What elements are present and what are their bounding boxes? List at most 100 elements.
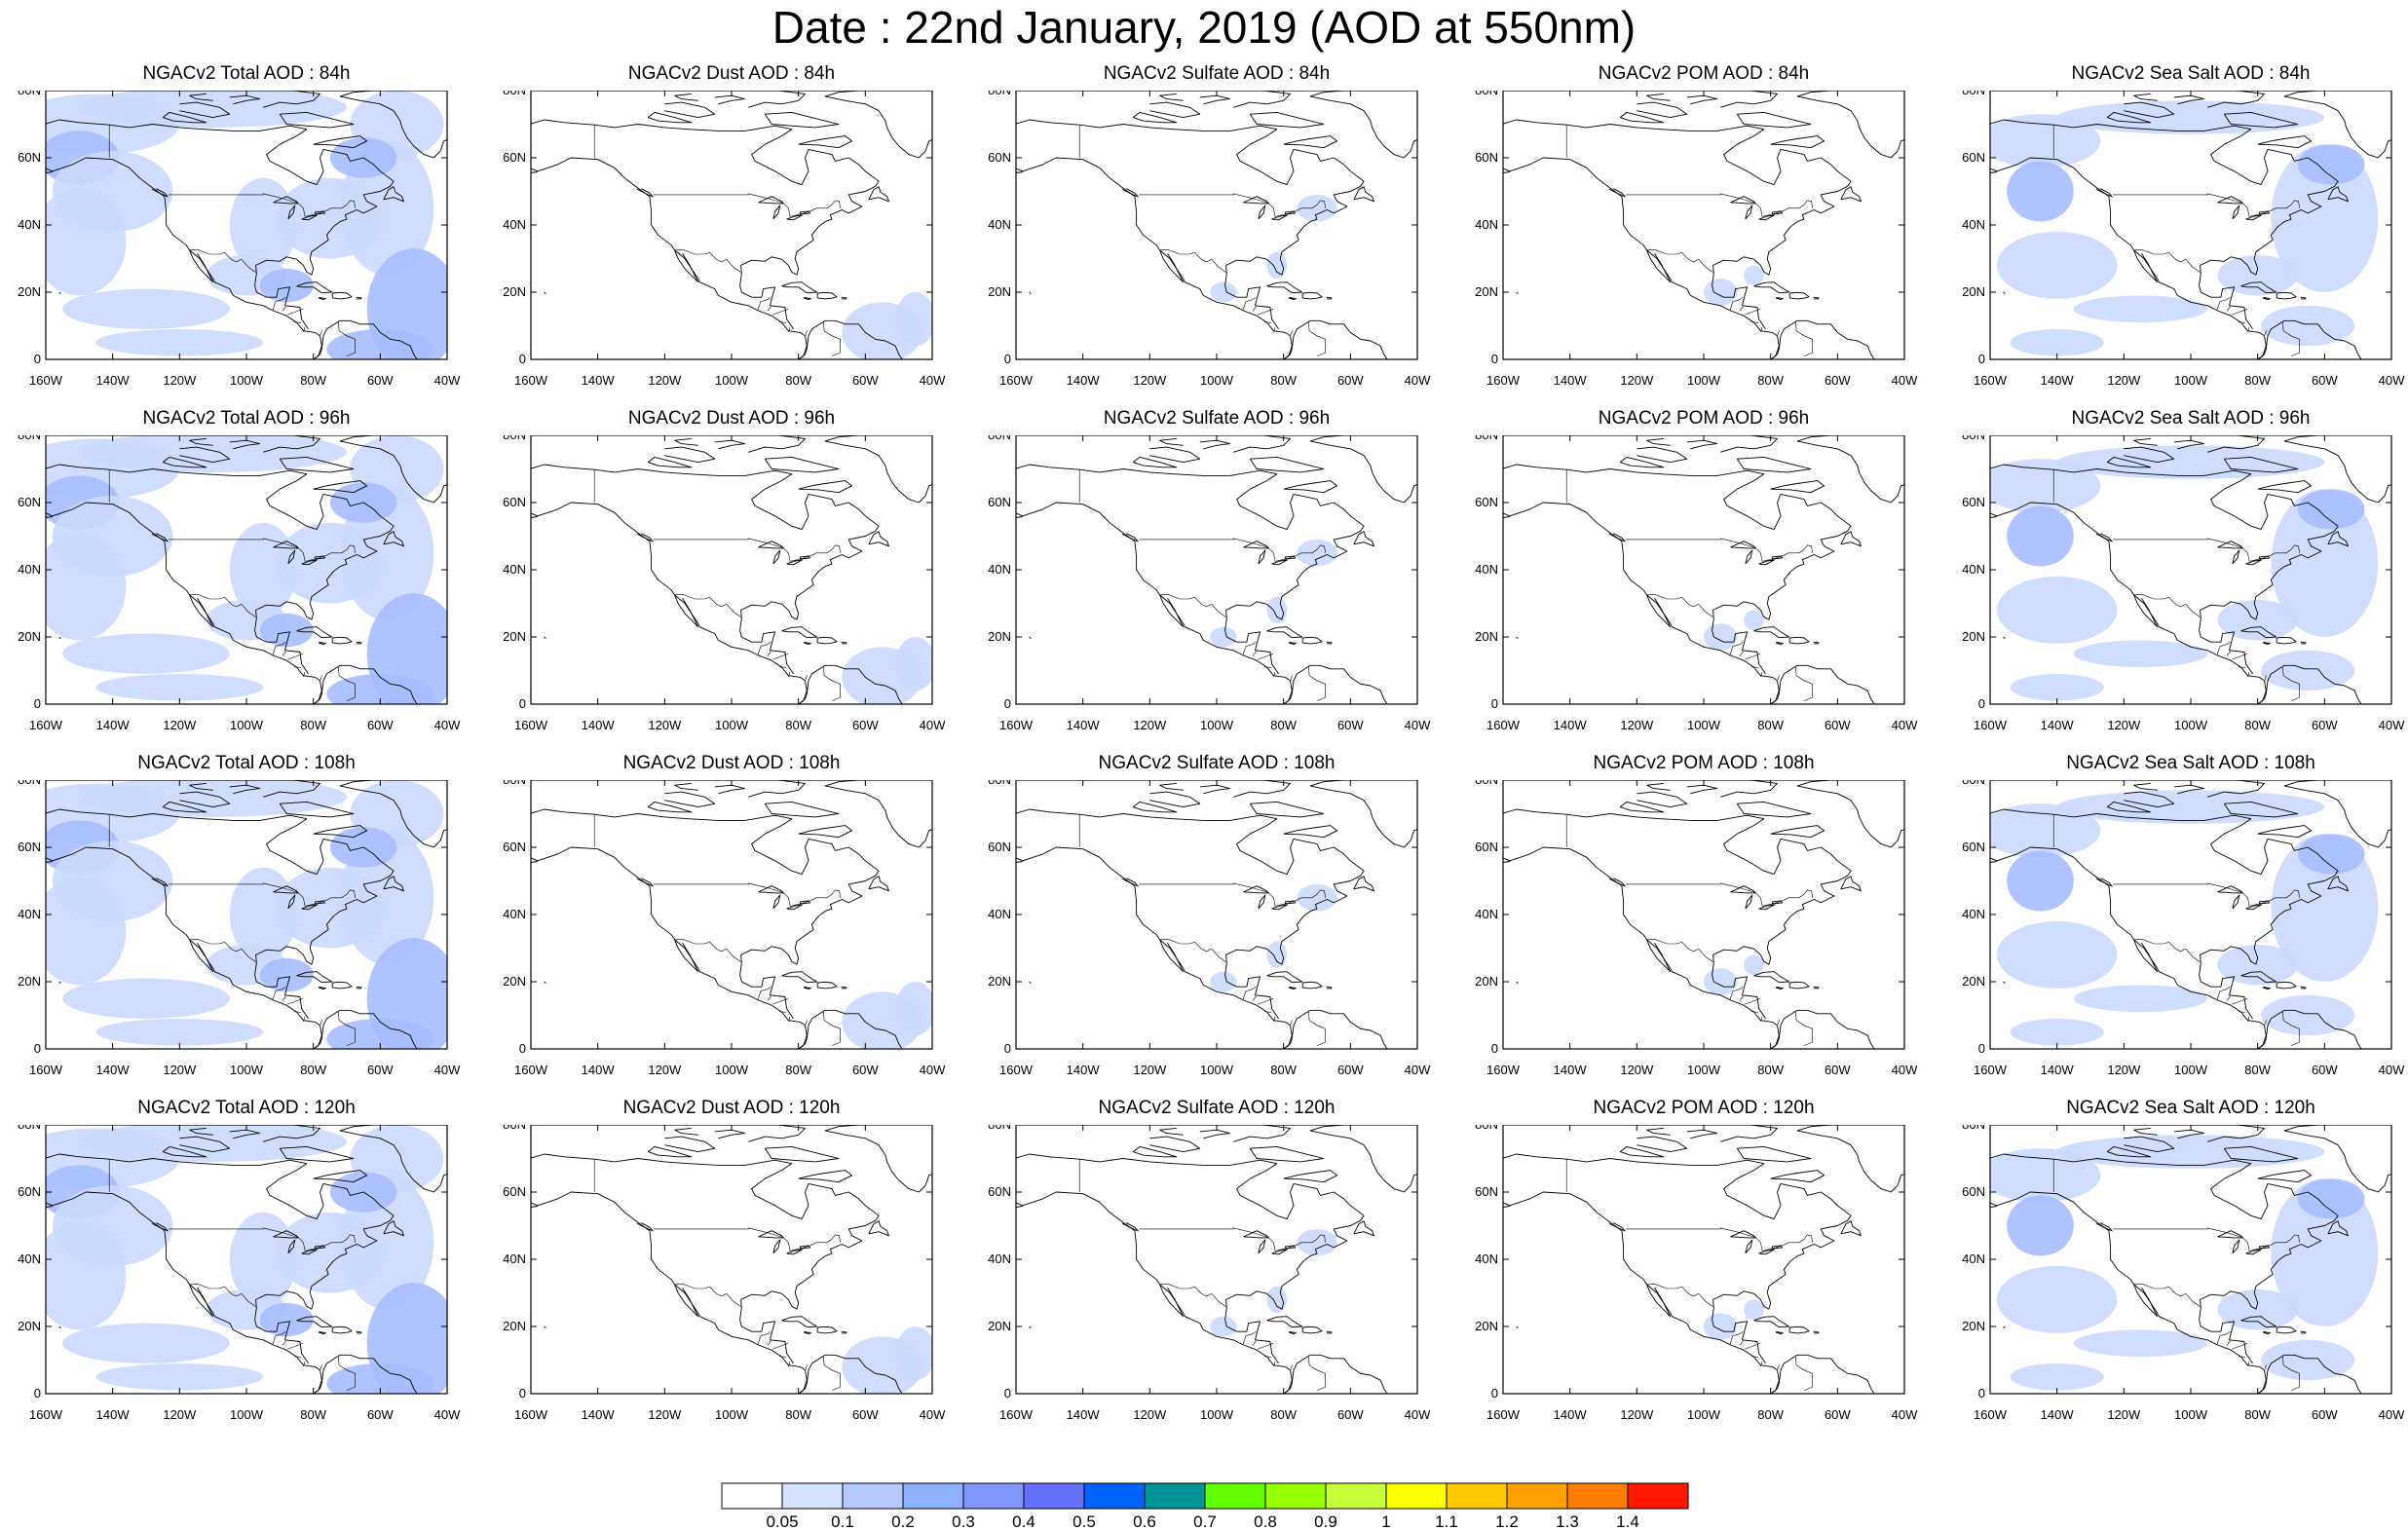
colorbar-swatch: [1264, 1482, 1327, 1510]
coastlines: [1016, 780, 1417, 1049]
aod-patch: [46, 1222, 127, 1330]
map-panel-pom-84h: NGACv2 POM AOD : 84h 80N 60N 40N 20N 0 160W 140…: [1457, 63, 1944, 394]
lon-tick-label: 100W: [1200, 373, 1234, 388]
aod-patch: [326, 328, 434, 359]
panel-title: NGACv2 POM AOD : 84h: [1598, 63, 1810, 84]
lat-tick-label: 40N: [1962, 217, 1985, 232]
lon-tick-label: 120W: [163, 373, 197, 388]
colorbar-label: 1.1: [1435, 1512, 1458, 1531]
lon-tick-label: 100W: [2174, 718, 2208, 732]
lat-tick-label: 40N: [18, 217, 41, 232]
panel-title: NGACv2 Sulfate AOD : 120h: [1098, 1098, 1336, 1118]
map-plot: 80N 60N 40N 20N 0 160W 140W 120W 100W 80W 60W 40W: [503, 435, 946, 732]
map-panel-sulfate-120h: NGACv2 Sulfate AOD : 120h 80N 60N 40N 20N 0 16…: [970, 1098, 1457, 1429]
map-panel-pom-96h: NGACv2 POM AOD : 96h 80N 60N 40N 20N 0 160W 140…: [1457, 408, 1944, 739]
lat-tick-label: 40N: [988, 217, 1011, 232]
panel-title: NGACv2 Sea Salt AOD : 108h: [2066, 753, 2315, 773]
lat-tick-label: 0: [1004, 696, 1011, 711]
lon-tick-label: 120W: [2107, 373, 2141, 388]
lon-tick-label: 120W: [1620, 1407, 1654, 1422]
coastlines: [1016, 435, 1417, 704]
panel-title: NGACv2 Sulfate AOD : 84h: [1103, 63, 1331, 84]
lat-tick-label: 0: [519, 352, 526, 366]
lat-tick-label: 0: [1491, 696, 1498, 711]
lat-tick-label: 20N: [18, 629, 41, 644]
panel-title: NGACv2 Sulfate AOD : 96h: [1103, 408, 1331, 429]
map-panel-dust-96h: NGACv2 Dust AOD : 96h 80N 60N 40N 20N 0 160W 14…: [485, 408, 972, 739]
aod-patch: [1704, 279, 1738, 306]
political-borders: [1565, 814, 1813, 1046]
panel-title: NGACv2 Sea Salt AOD : 96h: [2071, 408, 2311, 429]
lon-tick-label: 120W: [648, 1407, 682, 1422]
lon-tick-label: 40W: [434, 1407, 461, 1422]
lat-tick-label: 40N: [1475, 907, 1498, 921]
map-plot: 80N 60N 40N 20N 0 160W 140W 120W 100W 80W 60W 40W: [18, 1125, 461, 1422]
lon-tick-label: 80W: [1757, 1407, 1784, 1422]
lat-tick-label: 20N: [503, 629, 526, 644]
lon-tick-label: 140W: [2041, 1407, 2075, 1422]
aod-patch: [2261, 650, 2355, 691]
coastlines: [46, 1125, 447, 1394]
colorbar-swatch: [1566, 1482, 1629, 1510]
lon-tick-label: 60W: [2312, 1063, 2338, 1077]
lon-tick-label: 80W: [1757, 718, 1784, 732]
lon-tick-label: 40W: [2379, 718, 2405, 732]
aod-patch: [2056, 100, 2325, 134]
map-panel-total-96h: NGACv2 Total AOD : 96h 80N 60N 40N 20N 0 160W 1…: [0, 408, 487, 739]
lat-tick-label: 80N: [988, 91, 1011, 97]
aod-patch: [79, 780, 347, 817]
colorbar-swatch: [721, 1482, 783, 1510]
aod-field: [46, 435, 447, 704]
lon-tick-label: 60W: [2312, 1407, 2338, 1422]
coastlines: [1990, 1125, 2391, 1394]
political-borders: [593, 814, 841, 1046]
lon-tick-label: 40W: [1892, 1407, 1918, 1422]
lon-tick-label: 160W: [514, 718, 548, 732]
lon-tick-label: 40W: [920, 1063, 946, 1077]
panel-title: NGACv2 Dust AOD : 108h: [622, 753, 841, 773]
aod-patch: [95, 328, 264, 356]
aod-patch: [229, 1212, 297, 1307]
lat-tick-label: 20N: [988, 974, 1011, 989]
lon-tick-label: 160W: [1974, 373, 2008, 388]
aod-patch: [895, 982, 932, 1036]
political-borders: [1078, 469, 1326, 701]
lat-tick-label: 40N: [18, 907, 41, 921]
lon-tick-label: 140W: [2041, 1063, 2075, 1077]
lon-tick-label: 160W: [514, 1063, 548, 1077]
aod-patch: [229, 522, 297, 617]
aod-patch: [2217, 600, 2298, 641]
map-plot: 80N 60N 40N 20N 0 160W 140W 120W 100W 80W 60W 40W: [988, 1125, 1431, 1422]
lon-tick-label: 60W: [367, 1063, 394, 1077]
lon-tick-label: 60W: [1825, 373, 1851, 388]
lat-tick-label: 80N: [1962, 1125, 1985, 1132]
lat-tick-label: 60N: [18, 495, 41, 509]
lat-tick-label: 40N: [1475, 562, 1498, 577]
lon-tick-label: 160W: [29, 718, 63, 732]
lat-tick-label: 20N: [1475, 284, 1498, 299]
aod-patch: [1704, 968, 1738, 995]
map-plot: 80N 60N 40N 20N 0 160W 140W 120W 100W 80W 60W 40W: [1475, 1125, 1918, 1422]
lat-tick-label: 20N: [988, 284, 1011, 299]
lon-tick-label: 160W: [1974, 1063, 2008, 1077]
aod-patch: [1744, 265, 1764, 286]
lon-tick-label: 100W: [715, 1063, 749, 1077]
aod-field: [1503, 780, 1904, 1049]
lon-tick-label: 80W: [300, 373, 326, 388]
aod-patch: [2217, 255, 2298, 296]
lat-tick-label: 20N: [988, 629, 1011, 644]
lat-tick-label: 60N: [988, 150, 1011, 165]
aod-patch: [62, 288, 230, 329]
lon-tick-label: 140W: [96, 1063, 131, 1077]
colorbar-swatch: [842, 1482, 904, 1510]
aod-field: [531, 780, 932, 1049]
lon-tick-label: 120W: [1133, 1407, 1167, 1422]
map-panel-seasalt-84h: NGACv2 Sea Salt AOD : 84h 80N 60N 40N 20N 0 16…: [1944, 63, 2408, 394]
aod-patch: [2073, 985, 2208, 1013]
lat-tick-label: 80N: [18, 91, 41, 97]
lon-tick-label: 80W: [1270, 718, 1297, 732]
coastlines: [531, 91, 932, 359]
aod-patch: [2073, 1329, 2208, 1358]
lat-tick-label: 0: [1978, 696, 1985, 711]
lat-tick-label: 60N: [1962, 840, 1985, 854]
